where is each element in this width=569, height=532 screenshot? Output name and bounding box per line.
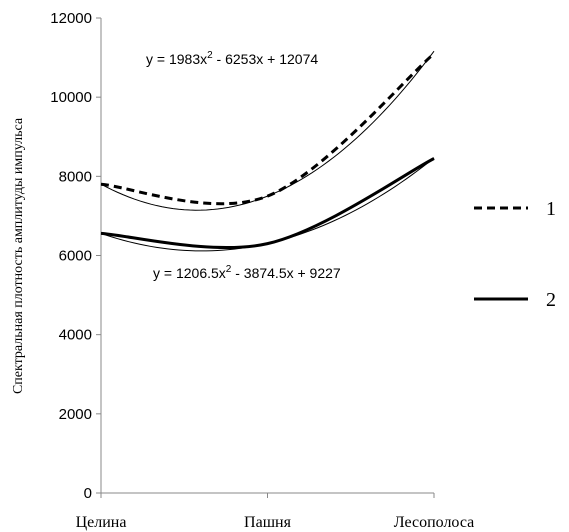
series-line-2 (100, 157, 435, 250)
x-ticks: Целина Пашня Лесополоса (76, 493, 474, 531)
trendline-equation-2: y = 1206.5x2 - 3874.5x + 9227 (153, 264, 341, 281)
x-tick-label: Пашня (244, 514, 292, 531)
axes (100, 18, 434, 494)
y-ticks: 0 2000 4000 6000 8000 10000 12000 (50, 10, 101, 502)
y-tick-label: 2000 (59, 406, 92, 423)
x-tick-label: Лесополоса (394, 514, 474, 531)
legend-label-2: 2 (546, 289, 556, 311)
y-tick-label: 8000 (59, 168, 92, 185)
x-tick-label: Целина (76, 514, 127, 531)
trendline-equation-1: y = 1983x2 - 6253x + 12074 (146, 50, 318, 67)
y-axis-label: Спектральная плотность амплитуды импульс… (11, 117, 26, 394)
legend-label-1: 1 (546, 198, 556, 220)
trendline-1 (100, 50, 435, 211)
series-layer (100, 50, 435, 252)
y-tick-label: 10000 (50, 89, 92, 106)
y-tick-label: 0 (84, 485, 92, 502)
y-tick-label: 4000 (59, 327, 92, 344)
y-tick-label: 6000 (59, 248, 92, 265)
legend: 1 2 (474, 198, 556, 311)
series-line-1 (100, 52, 435, 206)
y-tick-label: 12000 (50, 10, 92, 27)
